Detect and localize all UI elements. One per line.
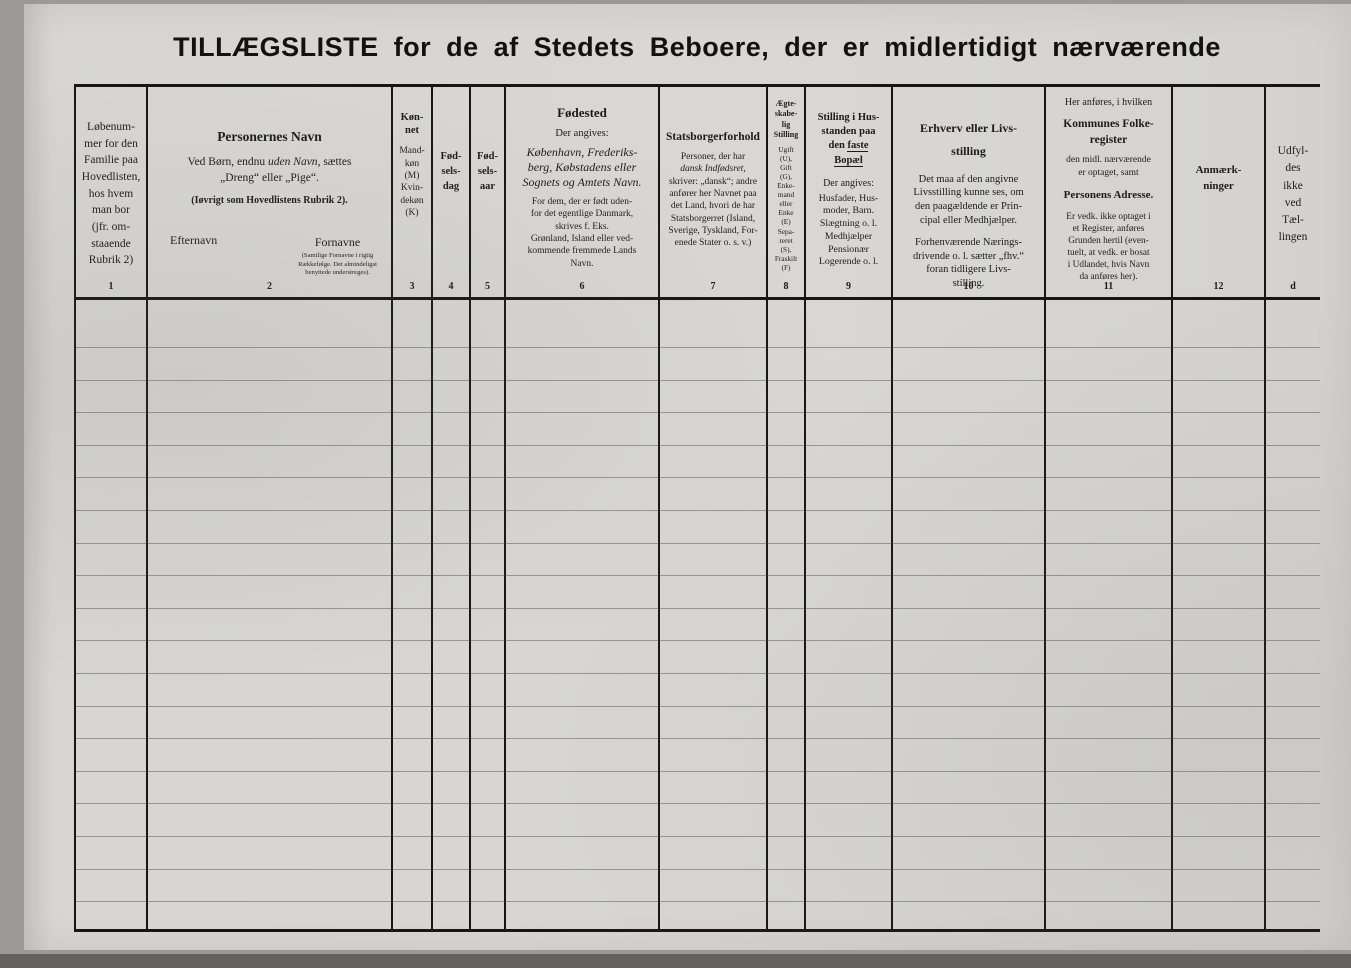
col-header-marital-status: Ægte- skabe- lig Stilling Ugift (U), Gif…	[766, 87, 804, 297]
col11-heading2: Personens Adresse.	[1063, 188, 1154, 201]
col2-heading: Personernes Navn	[217, 129, 322, 144]
col4-heading: Fød- sels- dag	[440, 151, 462, 193]
col-header-birth-day: Fød- sels- dag 4	[431, 87, 469, 297]
col9-sub2: Husfader, Hus- moder, Barn. Slægtning o.…	[818, 192, 879, 268]
body-col-8	[766, 300, 804, 929]
subheader-fornavne: Fornavne (Samtlige Fornavne i rigtig Ræk…	[298, 233, 377, 277]
ruled-row-line	[76, 868, 1320, 870]
col-header-citizenship: Statsborgerforhold Personer, der har dans…	[658, 87, 766, 297]
body-col-11	[1044, 300, 1171, 929]
col3-heading: Køn- net	[400, 112, 424, 137]
fornavne-note: (Samtlige Fornavne i rigtig Rækkefølge. …	[298, 252, 377, 276]
table-header-row: Løbenum- mer for den Familie paa Hovedli…	[76, 87, 1320, 300]
col11-mid: den midl. nærværende er optaget, samt	[1066, 155, 1151, 178]
ruled-row-line	[76, 705, 1320, 707]
col9-sub1: Der angives:	[823, 177, 874, 189]
body-col-1	[76, 300, 146, 929]
page-title: TILLÆGSLISTE for de af Stedets Beboere, …	[173, 32, 1221, 62]
col7-heading: Statsborgerforhold	[666, 131, 760, 143]
col3-number: 3	[409, 281, 415, 292]
fornavne-label: Fornavne	[314, 235, 361, 250]
scan-bottom-edge	[0, 954, 1351, 968]
col6-number: 6	[579, 281, 585, 292]
col7-description: Personer, der har dansk Indfødsret, skrive…	[668, 152, 758, 249]
ruled-row-line	[76, 607, 1320, 609]
col-header-not-filled: Udfyl- des ikke ved Tæl- lingen d	[1264, 87, 1320, 297]
col-header-family-number: Løbenum- mer for den Familie paa Hovedli…	[76, 87, 146, 297]
ruled-row-line	[76, 510, 1320, 511]
col2-subheaders: Efternavn Fornavne (Samtlige Fornavne i …	[148, 233, 391, 277]
ruled-row-line	[76, 901, 1320, 903]
col6-sub1: Der angives:	[555, 128, 609, 139]
ruled-row-line	[76, 444, 1320, 446]
col11-pre: Her anføres, i hvilken	[1064, 97, 1153, 108]
col10-number: 10	[963, 281, 974, 292]
col13-description: Udfyl- des ikke ved Tæl- lingen	[1277, 145, 1309, 244]
col1-description: Løbenum- mer for den Familie paa Hovedli…	[81, 121, 141, 267]
col-header-person-name: Personernes Navn Ved Børn, endnu uden Na…	[146, 87, 391, 297]
col-header-sex: Køn- net Mand- køn (M) Kvin- dekøn (K) 3	[391, 87, 431, 297]
col6-examples: København, Frederiks- berg, Købstadens e…	[522, 145, 642, 189]
col1-number: 1	[108, 281, 114, 292]
subheader-efternavn: Efternavn	[170, 233, 218, 248]
ruled-row-line	[76, 412, 1320, 414]
body-col-3	[391, 300, 431, 929]
body-col-6	[504, 300, 658, 929]
table-body	[76, 300, 1320, 932]
col8-codes: Ugift (U), Gift (G), Enke- mand eller En…	[774, 144, 798, 272]
col-header-birth-year: Fød- sels- aar 5	[469, 87, 504, 297]
ruled-row-line	[76, 640, 1320, 642]
col11-heading1: Kommunes Folke- register	[1063, 118, 1154, 147]
col10-sub1: Det maa af den angivne Livsstilling kunn…	[913, 173, 1024, 226]
col11-number: 11	[1103, 281, 1114, 292]
ruled-row-line	[76, 379, 1320, 381]
col9-number: 9	[846, 281, 851, 292]
col-header-birthplace: Fødested Der angives: København, Frederi…	[504, 87, 658, 297]
col7-number: 7	[710, 281, 716, 292]
body-col-2	[146, 300, 391, 929]
col12-heading: Anmærk- ninger	[1195, 164, 1242, 192]
col-header-remarks: Anmærk- ninger 12	[1171, 87, 1264, 297]
col8-number: 8	[783, 281, 789, 292]
ruled-row-line	[76, 803, 1320, 805]
census-table: Løbenum- mer for den Familie paa Hovedli…	[74, 84, 1320, 932]
col6-sub2: For dem, der er født uden- for det egent…	[527, 197, 637, 269]
body-col-13	[1264, 300, 1320, 929]
body-col-10	[891, 300, 1044, 929]
ruled-row-line	[76, 347, 1320, 348]
col13-number: d	[1290, 281, 1296, 292]
col2-note: (Iøvrigt som Hovedlistens Rubrik 2).	[191, 195, 348, 207]
col4-number: 4	[448, 281, 454, 292]
col2-instruction: Ved Børn, endnu uden Navn, sættes „Dreng“…	[187, 156, 352, 184]
ruled-row-line	[76, 542, 1320, 544]
col5-number: 5	[485, 281, 490, 292]
col8-heading: Ægte- skabe- lig Stilling	[773, 99, 799, 140]
col2-number: 2	[267, 281, 272, 292]
body-col-12	[1171, 300, 1264, 929]
ruled-row-line	[76, 673, 1320, 674]
col-header-population-register: Her anføres, i hvilken Kommunes Folke- r…	[1044, 87, 1171, 297]
body-col-4	[431, 300, 469, 929]
ruled-row-line	[76, 836, 1320, 837]
col10-heading: Erhverv eller Livs- stilling	[919, 121, 1018, 158]
col12-number: 12	[1213, 281, 1224, 292]
ruled-row-line	[76, 477, 1320, 479]
body-col-5	[469, 300, 504, 929]
body-col-9	[804, 300, 891, 929]
paper-sheet: TILLÆGSLISTE for de af Stedets Beboere, …	[24, 4, 1351, 950]
col5-heading: Fød- sels- aar	[477, 151, 498, 193]
col6-heading: Fødested	[557, 105, 607, 120]
col9-heading: Stilling i Hus- standen paa den faste Bopæ…	[817, 112, 880, 167]
ruled-row-line	[76, 575, 1320, 577]
col3-description: Mand- køn (M) Kvin- dekøn (K)	[399, 146, 425, 218]
col10-sub2: Forhenværende Nærings- drivende o. l. sæ…	[913, 237, 1024, 290]
ruled-row-line	[76, 738, 1320, 740]
col-header-occupation: Erhverv eller Livs- stilling Det maa af …	[891, 87, 1044, 297]
col-header-household-position: Stilling i Hus- standen paa den faste Bopæ…	[804, 87, 891, 297]
body-col-7	[658, 300, 766, 929]
body-columns	[76, 300, 1320, 929]
col11-sub: Er vedk. ikke optaget i et Register, anf…	[1066, 211, 1151, 283]
ruled-row-line	[76, 770, 1320, 772]
